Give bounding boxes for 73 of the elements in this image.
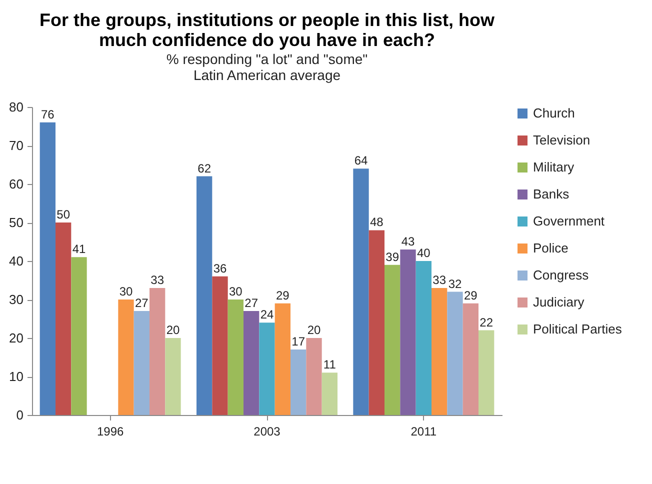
- legend-label: Police: [533, 240, 568, 256]
- bar: [118, 300, 134, 415]
- data-label: 40: [416, 246, 431, 260]
- bar: [400, 249, 416, 415]
- data-label: 50: [56, 208, 70, 222]
- y-tick-label: 30: [9, 292, 24, 307]
- bar: [384, 264, 400, 415]
- legend-label: Political Parties: [533, 322, 622, 336]
- data-label: 20: [307, 323, 321, 337]
- data-label: 17: [292, 334, 306, 349]
- bar: [40, 122, 56, 415]
- legend-label: Military: [533, 160, 575, 174]
- legend-label: Banks: [533, 186, 570, 202]
- bar: [212, 276, 228, 415]
- bar: [478, 330, 494, 415]
- data-label: 30: [228, 284, 243, 298]
- bar: [56, 222, 72, 415]
- data-label: 64: [354, 154, 368, 168]
- x-tick-label: 2011: [410, 424, 437, 438]
- bar: [322, 372, 338, 415]
- data-label: 41: [72, 242, 86, 256]
- data-label: 33: [432, 272, 446, 287]
- data-label: 11: [323, 358, 336, 372]
- data-label: 43: [401, 234, 415, 248]
- data-label: 24: [260, 308, 274, 322]
- legend-label: Judiciary: [533, 294, 585, 310]
- x-tick-label: 1996: [96, 424, 124, 438]
- data-label: 29: [464, 288, 478, 302]
- bar: [228, 300, 244, 415]
- y-tick-label: 0: [16, 408, 24, 422]
- data-label: 30: [119, 284, 133, 298]
- bar: [306, 338, 322, 415]
- bar: [353, 168, 369, 415]
- bar: [432, 288, 448, 415]
- data-label: 76: [40, 107, 55, 122]
- data-label: 39: [386, 250, 400, 264]
- x-tick-label: 2003: [254, 424, 281, 438]
- y-tick-label: 80: [9, 100, 24, 114]
- data-label: 32: [448, 276, 462, 291]
- data-label: 27: [134, 296, 149, 310]
- legend-label: Congress: [533, 268, 590, 282]
- legend-label: Television: [533, 132, 590, 148]
- chart-title: For the groups, institutions or people in this list, how much confidence do you have in each?: [40, 10, 496, 50]
- y-tick-label: 70: [9, 138, 24, 153]
- data-label: 36: [213, 261, 227, 276]
- y-tick-label: 60: [9, 176, 24, 192]
- legend-label: Government: [533, 214, 605, 228]
- bar: [447, 292, 463, 415]
- data-label: 22: [480, 315, 494, 330]
- bar: [165, 338, 181, 415]
- chart-subtitle: % responding "a lot" and "some" Latin American average: [166, 51, 368, 83]
- bar: [274, 303, 290, 415]
- data-label: 48: [370, 215, 384, 230]
- bar: [71, 257, 87, 415]
- bar: [259, 322, 275, 415]
- bar: [462, 303, 478, 415]
- data-label: 33: [150, 272, 164, 287]
- bar: [196, 176, 212, 415]
- y-tick-label: 50: [9, 215, 24, 230]
- bar: [150, 288, 166, 415]
- y-tick-label: 40: [9, 254, 24, 268]
- bar: [416, 261, 432, 415]
- bar: [290, 350, 306, 415]
- y-tick-label: 10: [9, 369, 24, 384]
- bar: [134, 311, 150, 415]
- y-tick-label: 20: [9, 330, 24, 346]
- data-label: 27: [244, 296, 258, 310]
- legend-label: Church: [533, 106, 575, 120]
- bar: [244, 311, 260, 415]
- data-label: 29: [276, 288, 290, 302]
- data-label: 20: [166, 323, 180, 337]
- data-label: 62: [198, 161, 212, 176]
- bar: [368, 230, 384, 415]
